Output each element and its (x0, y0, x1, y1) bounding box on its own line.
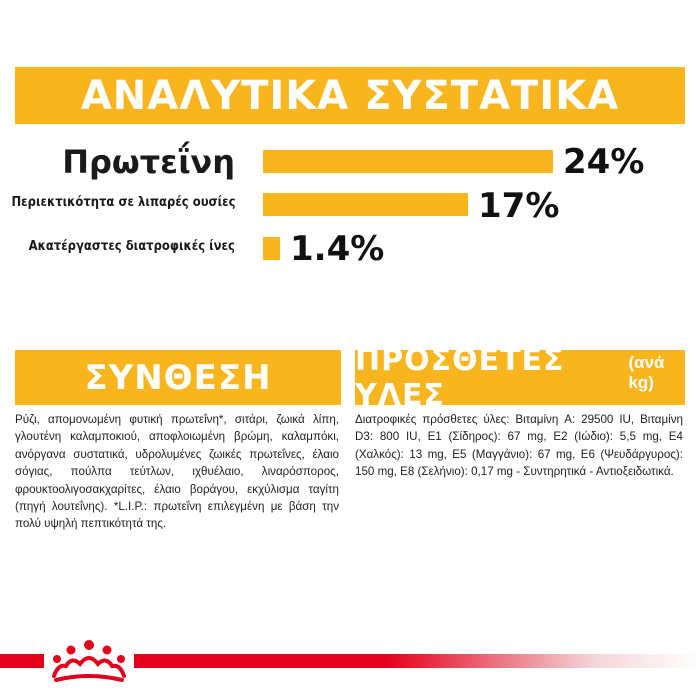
additives-text: Διατροφικές πρόσθετες ύλες: Βιταμίνη A: … (355, 413, 683, 479)
nutrient-label-fat: Περιεκτικότητα σε λιπαρές ουσίες (11, 194, 235, 210)
nutrient-bar-protein (263, 150, 553, 173)
nutrient-label-fibre: Ακατέργαστες διατροφικές ίνες (28, 238, 235, 254)
composition-text: Ρύζι, απομονωμένη φυτική πρωτεΐνη*, σιτά… (15, 413, 339, 531)
nutrient-value-fibre: 1.4% (290, 229, 385, 269)
nutrient-value-fat: 17% (478, 186, 560, 226)
additives-section: ΠΡΟΣΘΕΤΕΣ ΥΛΕΣ (ανά kg) Διατροφικές πρόσ… (355, 343, 685, 481)
analysis-title-band: ΑΝΑΛΥΤΙΚΑ ΣΥΣΤΑΤΙΚΑ (15, 67, 685, 124)
composition-section: ΣΥΝΘΕΣΗ Ρύζι, απομονωμένη φυτική πρωτεΐν… (15, 350, 341, 533)
nutrient-bar-fibre (263, 237, 280, 260)
nutrient-bar-fat (263, 193, 468, 216)
nutrient-value-protein: 24% (563, 142, 645, 182)
additives-title-band: ΠΡΟΣΘΕΤΕΣ ΥΛΕΣ (ανά kg) (355, 343, 685, 413)
composition-title: ΣΥΝΘΕΣΗ (84, 357, 272, 398)
royal-canin-crown-icon (44, 636, 134, 686)
footer-red-line (0, 654, 700, 668)
additives-subtitle: (ανά kg) (628, 353, 665, 392)
nutrient-label-protein: Πρωτεΐνη (62, 143, 235, 181)
composition-title-band: ΣΥΝΘΕΣΗ (15, 350, 341, 405)
additives-title: ΠΡΟΣΘΕΤΕΣ ΥΛΕΣ (355, 342, 565, 413)
analysis-title: ΑΝΑΛΥΤΙΚΑ ΣΥΣΤΑΤΙΚΑ (80, 72, 620, 119)
